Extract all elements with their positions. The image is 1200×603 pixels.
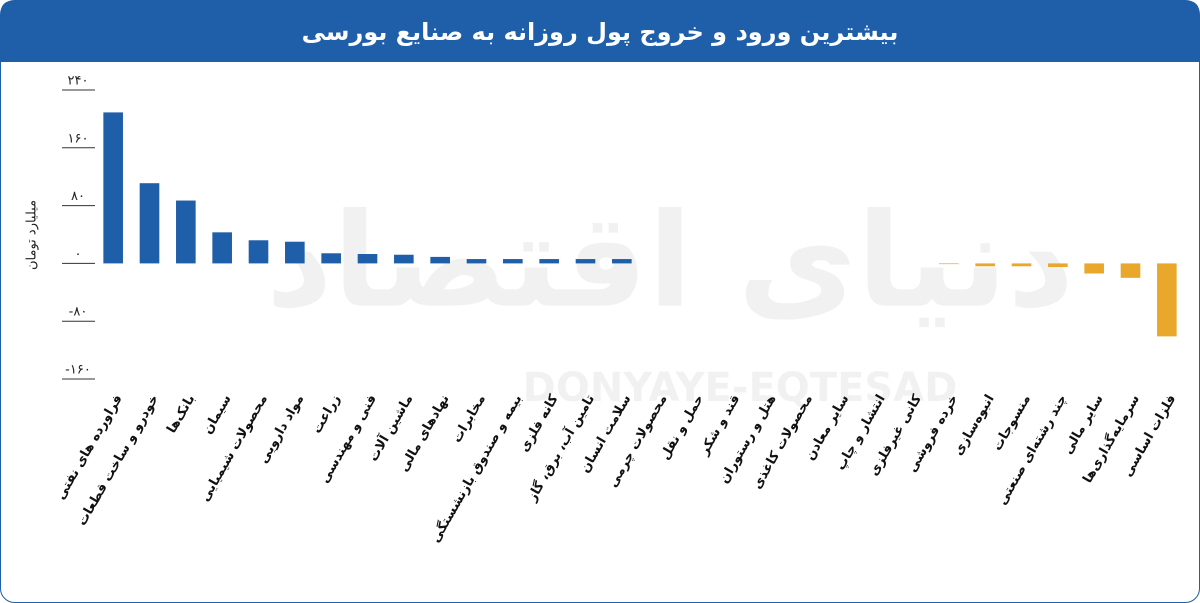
watermark: دنیای اقتصاد: [266, 185, 1074, 337]
bar: [1120, 263, 1141, 278]
chart-title: بیشترین ورود و خروج پول روزانه به صنایع …: [302, 18, 899, 46]
y-tick-label: -۱۶۰: [65, 363, 91, 378]
y-tick-label: ۸۰: [71, 189, 85, 204]
y-tick-label: -۸۰: [69, 305, 88, 320]
bar: [539, 259, 559, 264]
bar: [1084, 263, 1104, 274]
bar: [575, 259, 596, 264]
bar: [103, 112, 123, 264]
bar: [612, 259, 632, 264]
bar: [1011, 263, 1032, 267]
bar: [975, 263, 995, 267]
bar: [1157, 263, 1177, 337]
watermark-latin: DONYAYE-EQTESAD: [523, 365, 958, 411]
bar: [285, 241, 305, 264]
y-axis-label: میلیارد تومان: [25, 200, 40, 270]
bar: [357, 254, 378, 264]
bar: [1048, 263, 1068, 268]
y-tick-label: ۰: [75, 247, 82, 262]
header: [0, 0, 1200, 62]
bar: [503, 259, 523, 264]
bar: [248, 240, 269, 264]
bar: [212, 232, 232, 264]
bar: [394, 254, 414, 264]
bar: [176, 200, 196, 264]
bar: [139, 183, 160, 264]
bar: [466, 259, 487, 264]
bar: [939, 263, 959, 265]
bar: [430, 256, 450, 264]
y-tick-label: ۲۴۰: [68, 74, 89, 89]
bar: [321, 253, 341, 264]
y-tick-label: ۱۶۰: [68, 131, 89, 146]
